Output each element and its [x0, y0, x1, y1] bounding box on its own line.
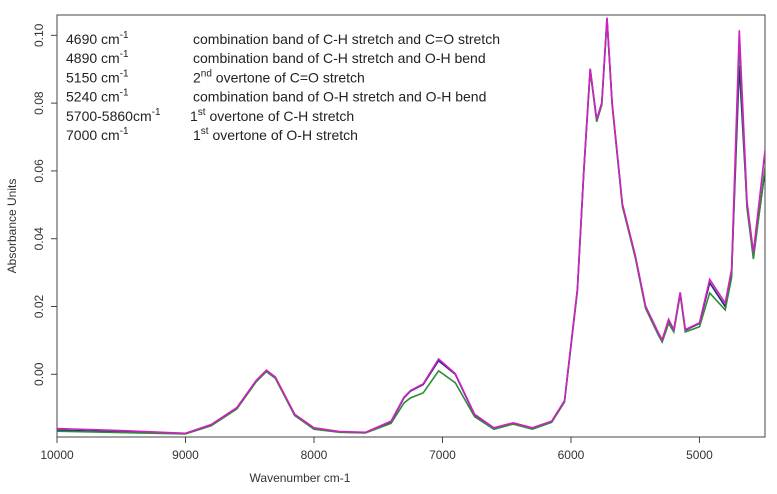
annotation-text: combination band of C-H stretch and O-H …	[193, 50, 486, 66]
annotation-text: 5700-5860cm-1	[66, 107, 161, 124]
x-axis-label: Wavenumber cm-1	[250, 471, 351, 485]
annotation-text: combination band of O-H stretch and O-H …	[193, 89, 486, 105]
y-tick-label: 0.06	[32, 159, 46, 183]
annotation-text: 4890 cm-1	[66, 49, 129, 66]
annotation-text: 2nd overtone of C=O stretch	[193, 68, 365, 85]
annotation-run: overtone of O-H stretch	[209, 127, 358, 143]
y-tick-label: 0.02	[32, 295, 46, 319]
annotation-run: 7000 cm	[66, 127, 120, 143]
annotation-text: 1st overtone of C-H stretch	[190, 107, 354, 124]
annotation-run: 1	[190, 108, 198, 124]
annotation-text: 4690 cm-1	[66, 30, 129, 47]
x-tick-label: 5000	[686, 448, 713, 462]
y-tick-label: 0.00	[32, 362, 46, 386]
spectrum-line	[57, 20, 765, 435]
annotation-run: overtone of C=O stretch	[212, 69, 365, 85]
annotation-text: 5150 cm-1	[66, 68, 129, 85]
annotation-text: 7000 cm-1	[66, 126, 129, 143]
superscript: -1	[152, 107, 161, 118]
annotation-run: combination band of C-H stretch and C=O …	[193, 31, 500, 47]
x-tick-label: 7000	[429, 448, 456, 462]
y-tick-label: 0.10	[32, 23, 46, 47]
superscript: -1	[120, 126, 129, 137]
superscript: -1	[120, 68, 129, 79]
y-tick-label: 0.04	[32, 227, 46, 251]
annotation-text: 1st overtone of O-H stretch	[193, 126, 358, 143]
spectrum-line	[57, 17, 765, 435]
x-tick-label: 6000	[558, 448, 585, 462]
annotation-text: combination band of C-H stretch and C=O …	[193, 31, 500, 47]
annotation-run: 4890 cm	[66, 50, 120, 66]
x-tick-label: 10000	[40, 448, 74, 462]
superscript: st	[198, 107, 206, 118]
annotation-run: 2	[193, 69, 201, 85]
x-tick-label: 9000	[172, 448, 199, 462]
superscript: nd	[201, 68, 212, 79]
annotation-run: 5700-5860cm	[66, 108, 152, 124]
superscript: st	[201, 126, 209, 137]
y-tick-label: 0.08	[32, 91, 46, 115]
annotation-run: 5240 cm	[66, 89, 120, 105]
annotation-run: 1	[193, 127, 201, 143]
superscript: -1	[120, 49, 129, 60]
annotation-text: 5240 cm-1	[66, 88, 129, 105]
annotation-run: 4690 cm	[66, 31, 120, 47]
annotation-run: 5150 cm	[66, 69, 120, 85]
superscript: -1	[120, 30, 129, 41]
x-tick-label: 8000	[301, 448, 328, 462]
annotation-run: overtone of C-H stretch	[206, 108, 355, 124]
y-axis-label: Absorbance Units	[5, 179, 19, 274]
spectrum-line	[57, 18, 765, 435]
annotation-run: combination band of C-H stretch and O-H …	[193, 50, 486, 66]
superscript: -1	[120, 88, 129, 99]
plot-frame	[56, 14, 766, 438]
annotation-run: combination band of O-H stretch and O-H …	[193, 89, 486, 105]
